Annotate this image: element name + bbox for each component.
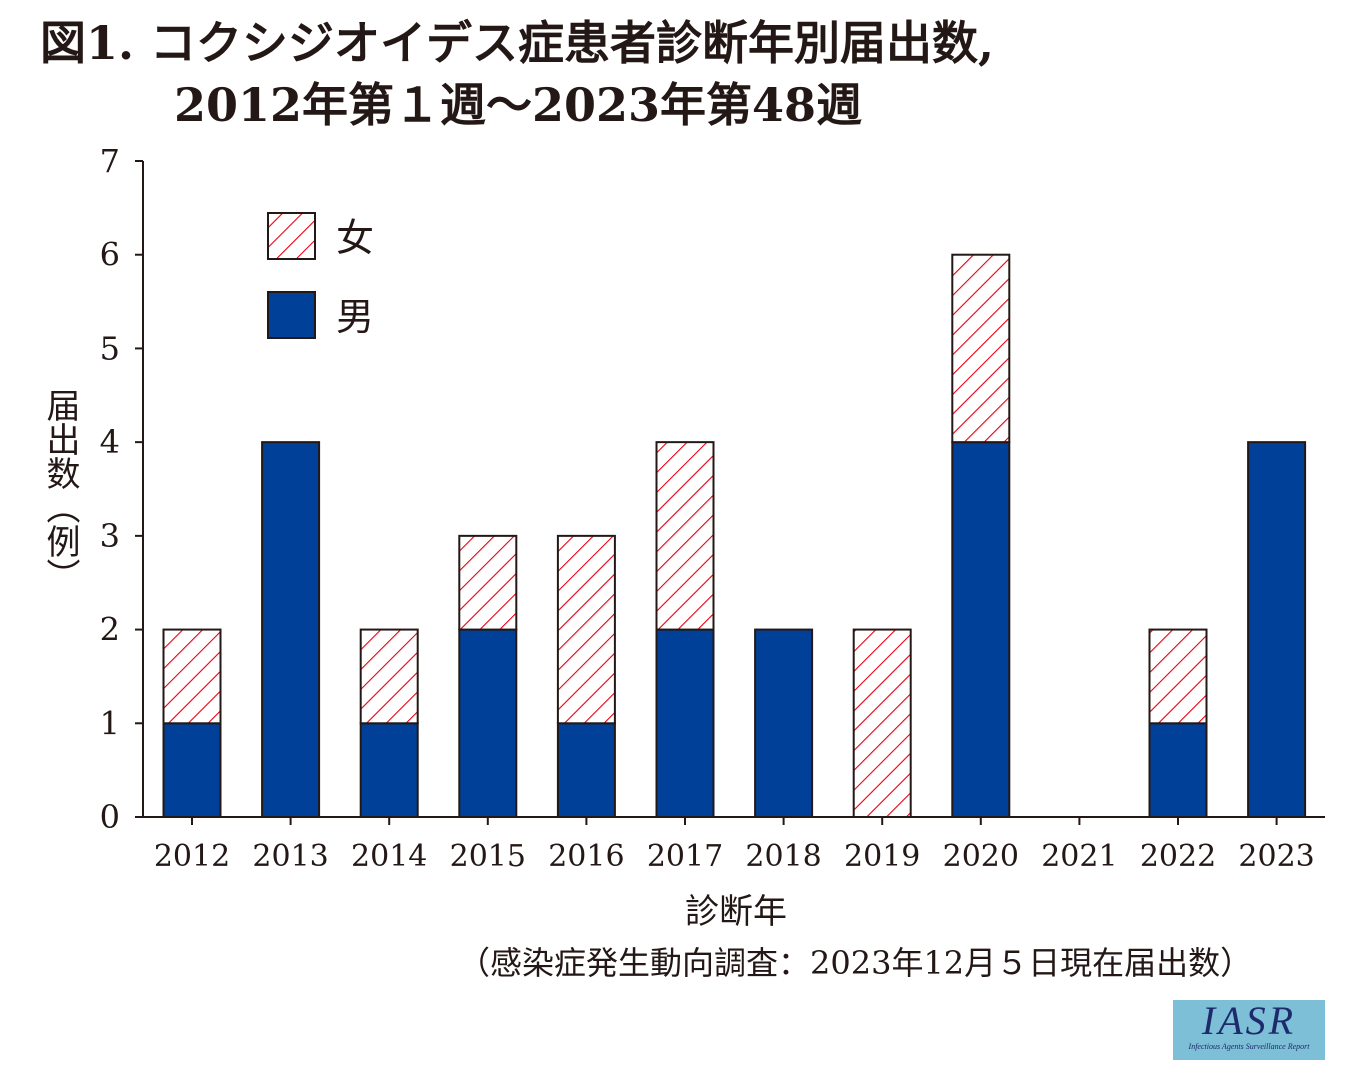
bar-2014-female	[359, 628, 419, 725]
bar-2017-female	[655, 441, 715, 631]
x-axis-label: 診断年	[685, 892, 787, 932]
bar-2020-female	[951, 253, 1011, 444]
x-tick-label-2013: 2013	[252, 839, 328, 874]
bar-2022-male	[1148, 722, 1208, 818]
bar-2016-female	[556, 534, 616, 725]
y-tick-label-2: 2	[100, 611, 120, 649]
y-tick-label-1: 1	[100, 704, 120, 742]
y-tick-label-5: 5	[100, 329, 120, 367]
bar-2018-male	[754, 628, 814, 818]
x-tick-label-2021: 2021	[1041, 839, 1117, 874]
bar-2015-male	[458, 628, 518, 818]
logo-sub-text: Infectious Agents Surveillance Report	[1188, 1042, 1310, 1051]
x-tick-label-2015: 2015	[450, 839, 526, 874]
x-tick-label-2016: 2016	[548, 839, 624, 874]
bar-2019-female	[852, 628, 912, 818]
bar-2017-male	[655, 628, 715, 818]
y-tick-label-4: 4	[100, 423, 120, 461]
legend-label-male: 男	[336, 295, 374, 339]
y-tick-label-6: 6	[100, 236, 120, 274]
bar-2012-male	[162, 722, 222, 818]
bar-2013-male	[261, 441, 321, 818]
x-tick-label-2014: 2014	[351, 839, 427, 874]
x-tick-label-2018: 2018	[745, 839, 821, 874]
legend-label-female: 女	[336, 216, 374, 260]
legend-swatch-male	[267, 291, 316, 339]
bar-2012-female	[162, 628, 222, 725]
x-tick-label-2022: 2022	[1140, 839, 1216, 874]
logo-main-text: IASR	[1201, 998, 1297, 1043]
y-tick-label-3: 3	[100, 517, 120, 555]
x-tick-label-2012: 2012	[154, 839, 230, 874]
bar-2014-male	[359, 722, 419, 818]
x-tick-label-2020: 2020	[943, 839, 1019, 874]
title-line-1: 図1. コクシジオイデス症患者診断年別届出数,	[40, 16, 995, 70]
y-tick-label-7: 7	[100, 142, 120, 180]
bar-2016-male	[556, 722, 616, 818]
legend-swatch-female	[267, 212, 316, 260]
y-tick-label-0: 0	[100, 798, 120, 836]
iasr-logo: IASR Infectious Agents Surveillance Repo…	[1173, 1000, 1325, 1060]
title-line-2: 2012年第１週〜2023年第48週	[174, 78, 863, 132]
source-note: （感染症発生動向調査：2023年12月５日現在届出数）	[458, 944, 1253, 982]
x-tick-label-2023: 2023	[1238, 839, 1314, 874]
y-axis-label: 届出数（例）	[40, 388, 80, 592]
x-tick-label-2019: 2019	[844, 839, 920, 874]
bar-2015-female	[458, 534, 518, 631]
bar-2022-female	[1148, 628, 1208, 725]
bar-2023-male	[1247, 441, 1307, 818]
bar-2020-male	[951, 441, 1011, 818]
x-tick-label-2017: 2017	[647, 839, 723, 874]
chart-title: 図1. コクシジオイデス症患者診断年別届出数, 2012年第１週〜2023年第48…	[40, 12, 994, 136]
